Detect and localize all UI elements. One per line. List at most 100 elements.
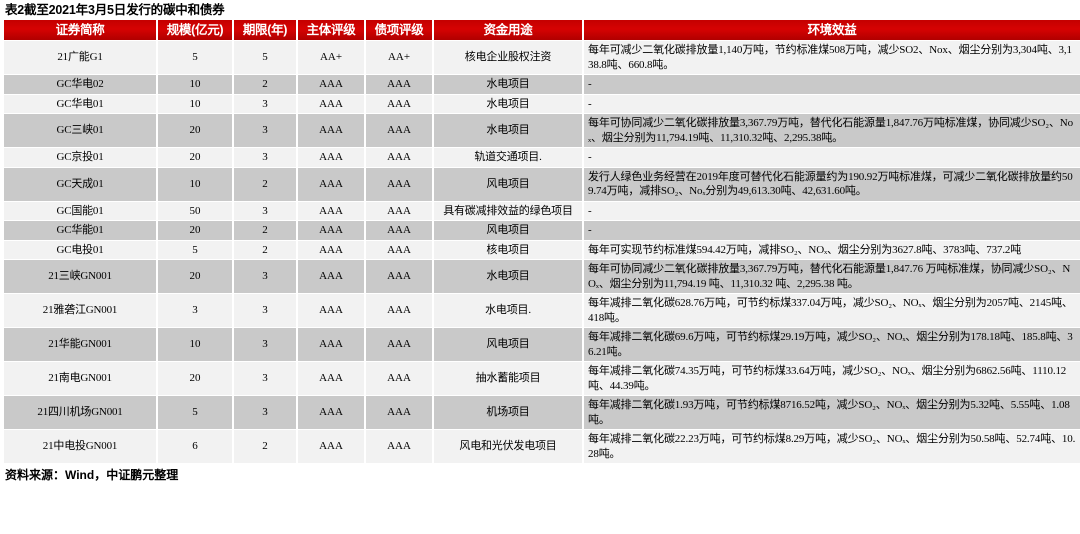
cell-security-name: 21南电GN001 <box>4 362 156 395</box>
cell-issuer-rating: AAA <box>298 362 364 395</box>
source-note: 资料来源：Wind，中证鹏元整理 <box>5 468 179 482</box>
cell-security-name: 21三峡GN001 <box>4 260 156 293</box>
cell-security-name: 21广能G1 <box>4 41 156 74</box>
table-row: GC华电02 10 2 AAA AAA 水电项目 - <box>4 75 1080 94</box>
table-row: GC华电01 10 3 AAA AAA 水电项目 - <box>4 94 1080 113</box>
cell-security-name: GC三峡01 <box>4 114 156 147</box>
table-row: 21中电投GN001 6 2 AAA AAA 风电和光伏发电项目 每年减排二氧化碳22.23… <box>4 430 1080 463</box>
cell-scale: 10 <box>158 167 232 201</box>
cell-use-of-proceeds: 核电企业股权注资 <box>434 41 582 74</box>
cell-environmental-benefit: 每年可实现节约标准煤594.42万吨，减排SO₂、NOₓ、烟尘分别为3627.8… <box>584 240 1080 259</box>
cell-bond-rating: AAA <box>366 167 432 201</box>
cell-issuer-rating: AAA <box>298 201 364 220</box>
cell-issuer-rating: AAA <box>298 167 364 201</box>
cell-use-of-proceeds: 风电和光伏发电项目 <box>434 430 582 463</box>
cell-environmental-benefit: 每年可协同减少二氧化碳排放量3,367.79万吨，替代化石能源量1,847.76… <box>584 114 1080 147</box>
cell-use-of-proceeds: 核电项目 <box>434 240 582 259</box>
cell-environmental-benefit: 每年减排二氧化碳74.35万吨，可节约标煤33.64万吨，减少SO₂、NOₓ、烟… <box>584 362 1080 395</box>
cell-scale: 6 <box>158 430 232 463</box>
cell-use-of-proceeds: 机场项目 <box>434 396 582 429</box>
cell-issuer-rating: AAA <box>298 94 364 113</box>
cell-use-of-proceeds: 具有碳减排效益的绿色项目 <box>434 201 582 220</box>
cell-scale: 20 <box>158 148 232 167</box>
column-header-environmental-benefit: 环境效益 <box>584 20 1080 40</box>
cell-issuer-rating: AAA <box>298 430 364 463</box>
cell-environmental-benefit: - <box>584 201 1080 220</box>
cell-bond-rating: AAA <box>366 396 432 429</box>
table-row: 21四川机场GN001 5 3 AAA AAA 机场项目 每年减排二氧化碳1.93万吨，可节… <box>4 396 1080 429</box>
cell-issuer-rating: AAA <box>298 294 364 327</box>
cell-use-of-proceeds: 水电项目 <box>434 75 582 94</box>
cell-scale: 20 <box>158 114 232 147</box>
cell-environmental-benefit: 每年减排二氧化碳22.23万吨，可节约标煤8.29万吨，减少SO₂、NOₓ、烟尘… <box>584 430 1080 463</box>
figure-caption: 表2截至2021年3月5日发行的碳中和债券 <box>5 3 225 17</box>
cell-term: 3 <box>234 148 296 167</box>
cell-bond-rating: AAA <box>366 114 432 147</box>
cell-environmental-benefit: 每年减排二氧化碳69.6万吨，可节约标煤29.19万吨，减少SO₂、NOₓ、烟尘… <box>584 328 1080 361</box>
cell-use-of-proceeds: 水电项目 <box>434 114 582 147</box>
cell-use-of-proceeds: 风电项目 <box>434 221 582 240</box>
cell-bond-rating: AAA <box>366 148 432 167</box>
cell-use-of-proceeds: 水电项目 <box>434 94 582 113</box>
cell-term: 2 <box>234 221 296 240</box>
cell-scale: 5 <box>158 240 232 259</box>
cell-issuer-rating: AAA <box>298 396 364 429</box>
table-row: 21三峡GN001 20 3 AAA AAA 水电项目 每年可协同减少二氧化碳排放量3,36… <box>4 260 1080 293</box>
table-row: GC华能01 20 2 AAA AAA 风电项目 - <box>4 221 1080 240</box>
table-row: GC国能01 50 3 AAA AAA 具有碳减排效益的绿色项目 - <box>4 201 1080 220</box>
cell-security-name: GC华电02 <box>4 75 156 94</box>
cell-scale: 20 <box>158 221 232 240</box>
cell-issuer-rating: AAA <box>298 75 364 94</box>
cell-environmental-benefit: - <box>584 221 1080 240</box>
cell-bond-rating: AAA <box>366 94 432 113</box>
cell-scale: 10 <box>158 75 232 94</box>
cell-scale: 10 <box>158 94 232 113</box>
cell-term: 3 <box>234 328 296 361</box>
cell-scale: 3 <box>158 294 232 327</box>
cell-bond-rating: AAA <box>366 75 432 94</box>
cell-term: 3 <box>234 362 296 395</box>
cell-term: 2 <box>234 167 296 201</box>
cell-security-name: GC国能01 <box>4 201 156 220</box>
cell-security-name: GC华电01 <box>4 94 156 113</box>
cell-environmental-benefit: - <box>584 75 1080 94</box>
cell-security-name: GC电投01 <box>4 240 156 259</box>
cell-bond-rating: AAA <box>366 294 432 327</box>
cell-bond-rating: AAA <box>366 362 432 395</box>
cell-bond-rating: AA+ <box>366 41 432 74</box>
table-header-row: 证券简称 规模(亿元) 期限(年) 主体评级 债项评级 资金用途 环境效益 <box>4 20 1080 40</box>
table-header: 证券简称 规模(亿元) 期限(年) 主体评级 债项评级 资金用途 环境效益 <box>4 20 1080 40</box>
cell-use-of-proceeds: 抽水蓄能项目 <box>434 362 582 395</box>
cell-scale: 5 <box>158 41 232 74</box>
cell-bond-rating: AAA <box>366 430 432 463</box>
table-body: 21广能G1 5 5 AA+ AA+ 核电企业股权注资 每年可减少二氧化碳排放量1,140万… <box>4 41 1080 463</box>
cell-issuer-rating: AAA <box>298 148 364 167</box>
cell-term: 2 <box>234 240 296 259</box>
column-header-term: 期限(年) <box>234 20 296 40</box>
cell-environmental-benefit: - <box>584 148 1080 167</box>
table-row: 21雅砻江GN001 3 3 AAA AAA 水电项目. 每年减排二氧化碳628.76万吨，… <box>4 294 1080 327</box>
cell-issuer-rating: AAA <box>298 221 364 240</box>
cell-term: 2 <box>234 430 296 463</box>
cell-term: 3 <box>234 294 296 327</box>
cell-security-name: 21雅砻江GN001 <box>4 294 156 327</box>
table-row: 21广能G1 5 5 AA+ AA+ 核电企业股权注资 每年可减少二氧化碳排放量1,140万… <box>4 41 1080 74</box>
cell-security-name: GC华能01 <box>4 221 156 240</box>
cell-environmental-benefit: 发行人绿色业务经营在2019年度可替代化石能源量约为190.92万吨标准煤，可减… <box>584 167 1080 201</box>
column-header-bond-rating: 债项评级 <box>366 20 432 40</box>
cell-term: 3 <box>234 396 296 429</box>
cell-issuer-rating: AA+ <box>298 41 364 74</box>
column-header-issuer-rating: 主体评级 <box>298 20 364 40</box>
table-row: GC三峡01 20 3 AAA AAA 水电项目 每年可协同减少二氧化碳排放量3,367.7… <box>4 114 1080 147</box>
cell-bond-rating: AAA <box>366 221 432 240</box>
cell-term: 3 <box>234 201 296 220</box>
cell-scale: 20 <box>158 362 232 395</box>
cell-use-of-proceeds: 风电项目 <box>434 167 582 201</box>
cell-issuer-rating: AAA <box>298 260 364 293</box>
cell-environmental-benefit: 每年减排二氧化碳628.76万吨，可节约标煤337.04万吨，减少SO₂、NOₓ… <box>584 294 1080 327</box>
table-row: GC电投01 5 2 AAA AAA 核电项目 每年可实现节约标准煤594.42万吨，减排S… <box>4 240 1080 259</box>
cell-environmental-benefit: 每年减排二氧化碳1.93万吨，可节约标煤8716.52吨，减少SO₂、NOₓ、烟… <box>584 396 1080 429</box>
cell-security-name: 21中电投GN001 <box>4 430 156 463</box>
table-row: GC京投01 20 3 AAA AAA 轨道交通项目. - <box>4 148 1080 167</box>
cell-term: 3 <box>234 94 296 113</box>
